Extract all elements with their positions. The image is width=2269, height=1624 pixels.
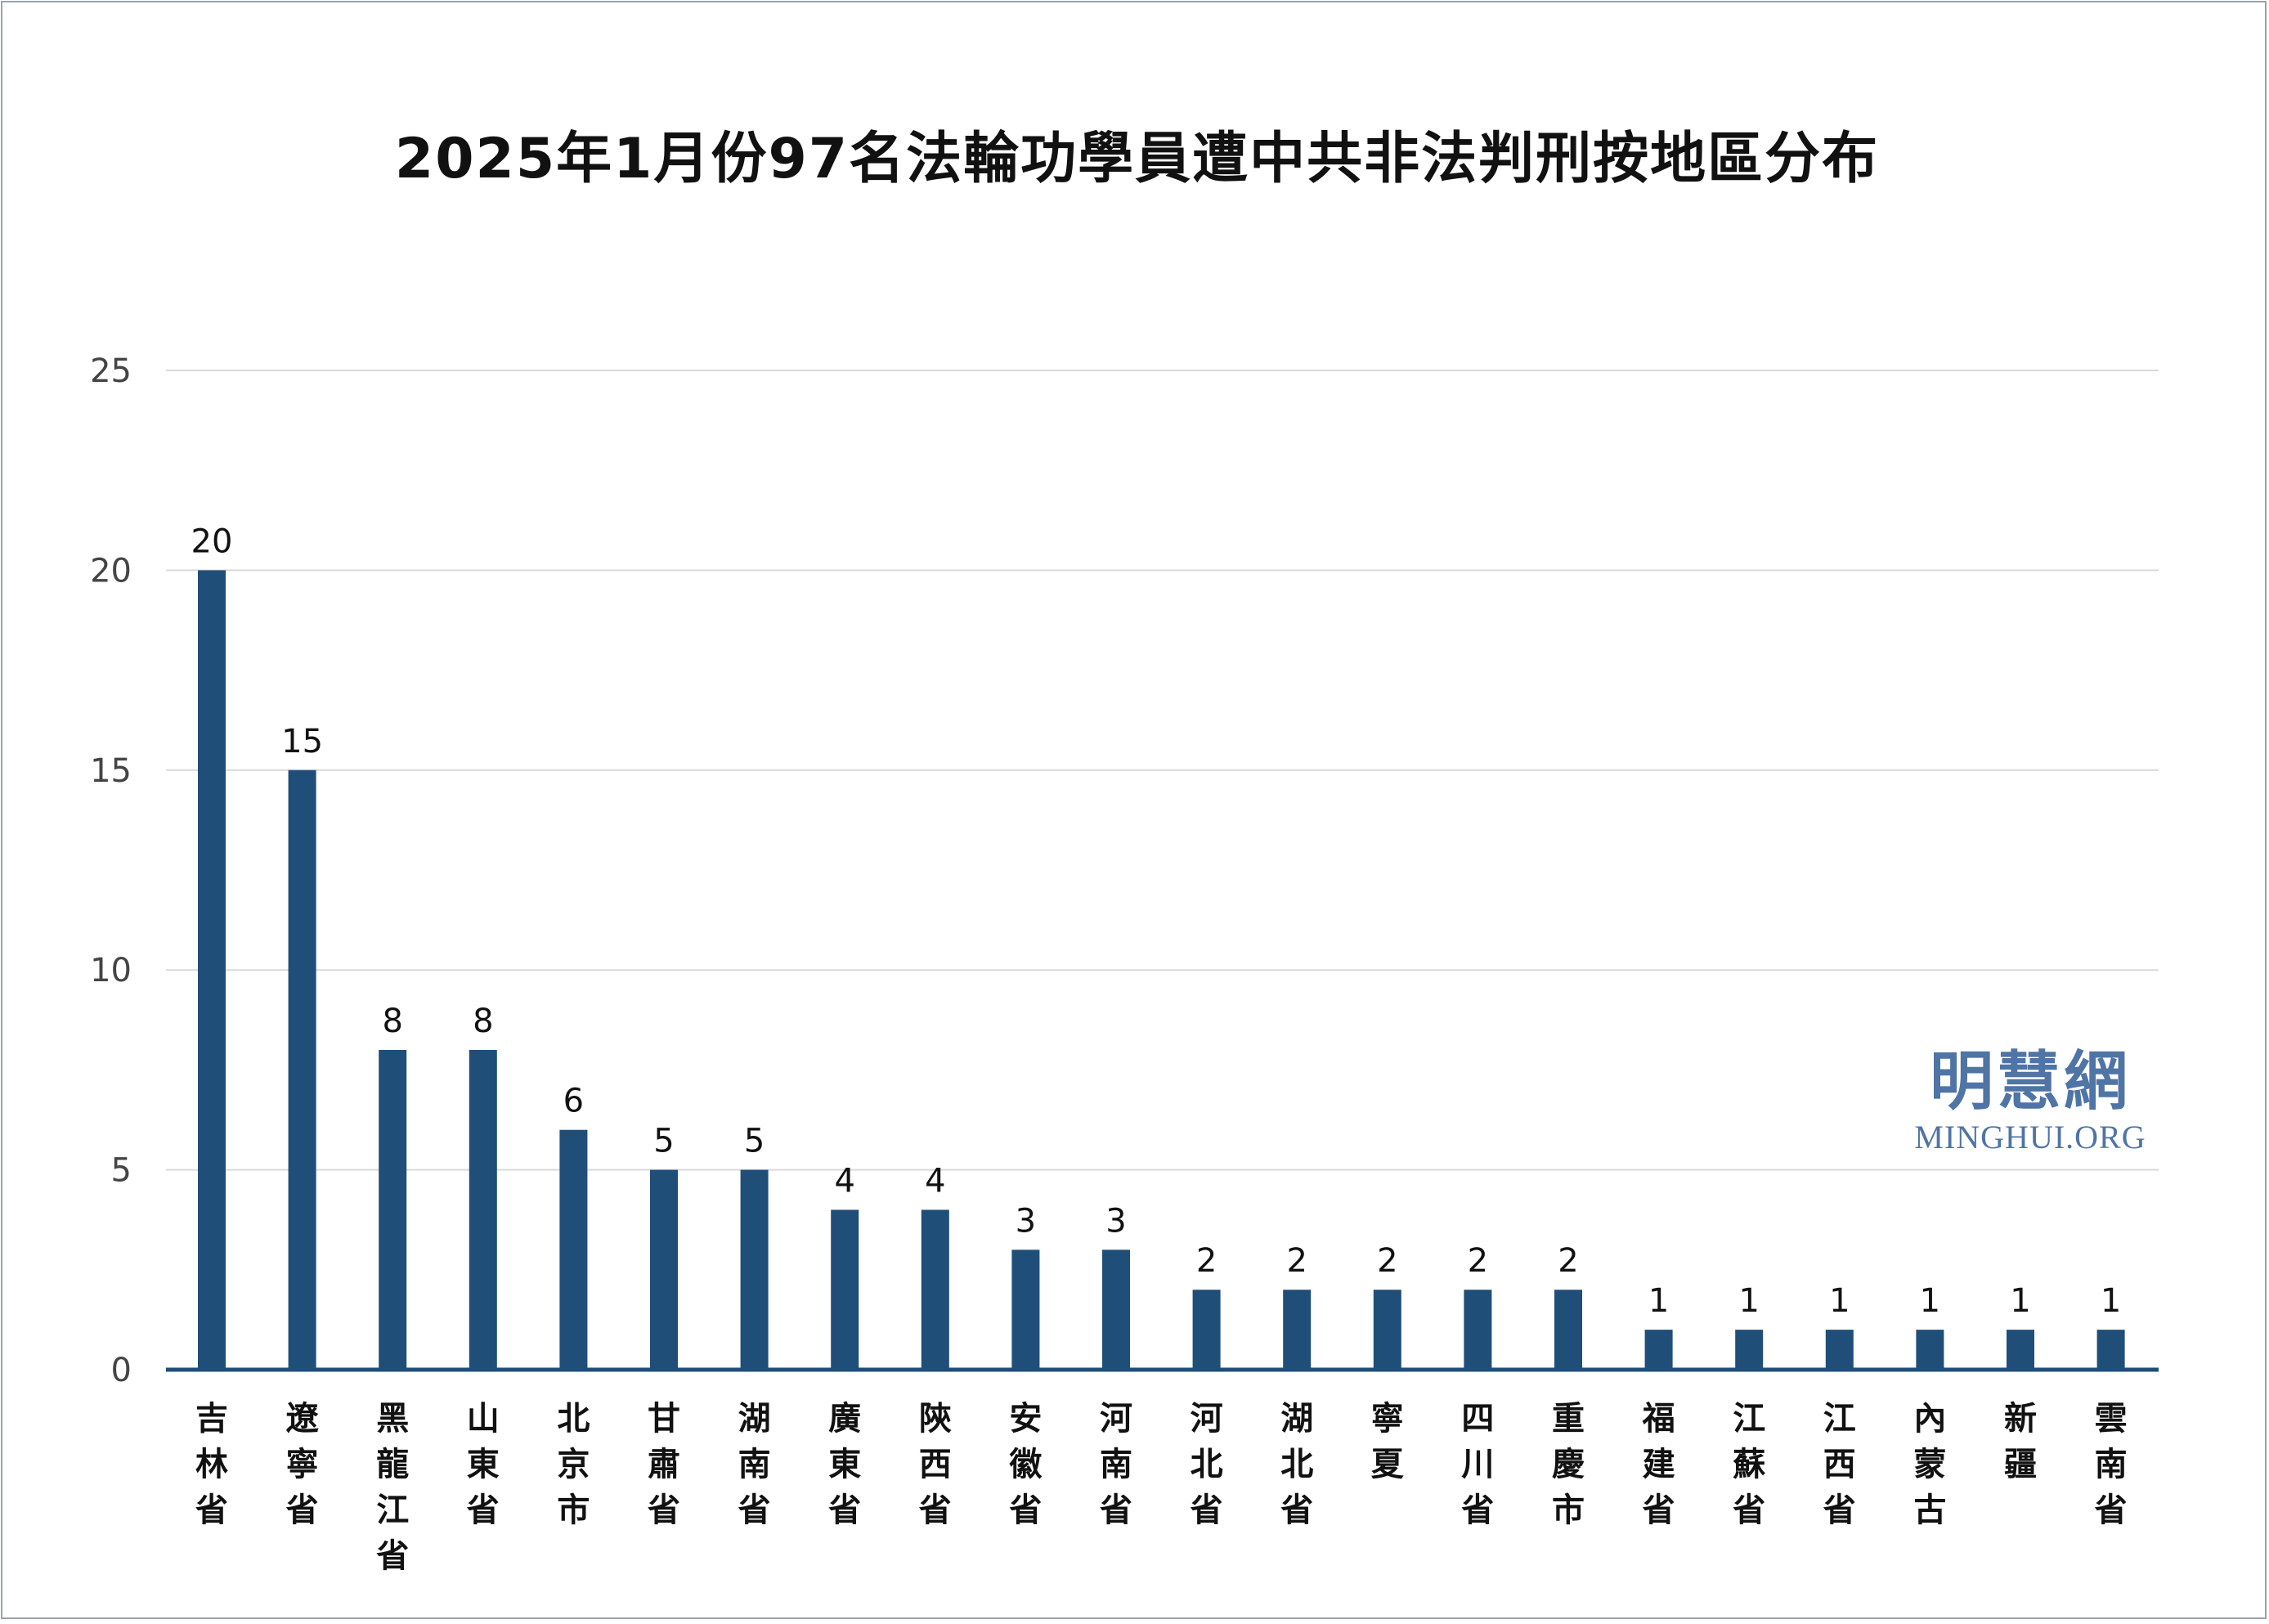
category-label: 寧夏 [1371,1400,1405,1483]
category-label: 廣東省 [828,1400,861,1529]
data-label: 1 [1648,1282,1669,1320]
category-label: 重慶市 [1552,1400,1585,1529]
bar [650,1169,678,1370]
data-label: 2 [1196,1242,1217,1280]
bar [831,1209,859,1370]
bar [379,1049,407,1370]
data-label: 2 [1286,1242,1307,1280]
category-label: 江蘇省 [1733,1400,1765,1529]
category-label: 吉林省 [195,1400,228,1529]
chart-title: 2025年1月份97名法輪功學員遭中共非法判刑按地區分布 [394,127,1880,191]
category-label: 安徽省 [1008,1400,1043,1529]
data-label: 2 [1468,1242,1488,1280]
bar [469,1049,497,1370]
category-label: 江西省 [1823,1400,1856,1529]
category-labels: 吉林省 遼寧省 黑龍江省 山東省 北京市 甘肅省 湖南省 廣東省 陝西省 安徽省 河南省 河北省 湖北省… [195,1400,2128,1575]
category-label: 新疆 [2004,1400,2037,1483]
category-label: 湖南省 [738,1400,771,1529]
bar [1283,1290,1312,1370]
bar [1192,1290,1221,1370]
bar [1464,1290,1492,1370]
category-label: 河北省 [1191,1400,1223,1529]
data-label: 4 [925,1162,945,1200]
data-label: 1 [2101,1282,2121,1320]
category-label: 內蒙古 [1913,1400,1946,1529]
bar [1554,1290,1582,1370]
gridlines [166,370,2159,1171]
y-tick-label: 15 [90,752,132,790]
bar [288,769,316,1370]
minghui-logo: 明慧網 MINGHUI.ORG [1883,1045,2177,1156]
y-tick-label: 20 [90,552,132,590]
logo-name-en: MINGHUI.ORG [1914,1119,2146,1155]
category-label: 福建省 [1642,1400,1675,1529]
bar [1373,1290,1401,1370]
bar [559,1129,588,1370]
data-label: 5 [744,1123,765,1160]
bar [921,1209,949,1370]
data-label: 3 [1016,1202,1036,1240]
category-label: 雲南省 [2095,1400,2128,1529]
data-label: 1 [1738,1282,1759,1320]
bars [198,570,2125,1370]
bar [1644,1330,1673,1370]
y-tick-label: 5 [111,1152,132,1190]
data-label: 3 [1105,1202,1126,1240]
bar [1825,1330,1854,1370]
bar [1011,1249,1040,1370]
data-label: 5 [653,1123,674,1160]
category-label: 四川省 [1461,1400,1494,1529]
data-label: 20 [191,523,233,560]
bar [1102,1249,1130,1370]
bar [2007,1330,2034,1370]
y-tick-label: 25 [90,352,132,390]
bar [198,570,226,1370]
logo-name-cn: 明慧網 [1929,1044,2131,1119]
data-label: 2 [1558,1242,1578,1280]
data-label: 8 [473,1003,493,1040]
data-label: 1 [1829,1282,1850,1320]
bar [740,1169,769,1370]
data-label: 15 [281,723,323,760]
y-tick-label: 10 [90,952,132,989]
bar [2096,1330,2125,1370]
category-label: 遼寧省 [286,1400,320,1529]
category-label: 山東省 [467,1400,500,1529]
category-label: 黑龍江省 [376,1400,409,1575]
category-label: 北京市 [557,1400,590,1529]
data-label: 1 [2010,1282,2030,1320]
y-tick-label: 0 [111,1352,132,1389]
data-labels: 20 15 8 8 6 5 5 4 4 3 3 2 2 2 2 2 1 1 1 1 1 1 [191,523,2122,1320]
data-label: 8 [382,1003,402,1040]
category-label: 河南省 [1100,1400,1132,1529]
category-label: 湖北省 [1280,1400,1313,1529]
data-label: 2 [1377,1242,1397,1280]
category-label: 陝西省 [919,1400,952,1529]
bar [1916,1330,1944,1370]
category-label: 甘肅省 [648,1400,680,1529]
y-axis-ticks: 0 5 10 15 20 25 [90,352,132,1389]
bar [1735,1330,1764,1370]
data-label: 1 [1920,1282,1940,1320]
data-label: 6 [563,1083,584,1120]
data-label: 4 [834,1162,854,1200]
